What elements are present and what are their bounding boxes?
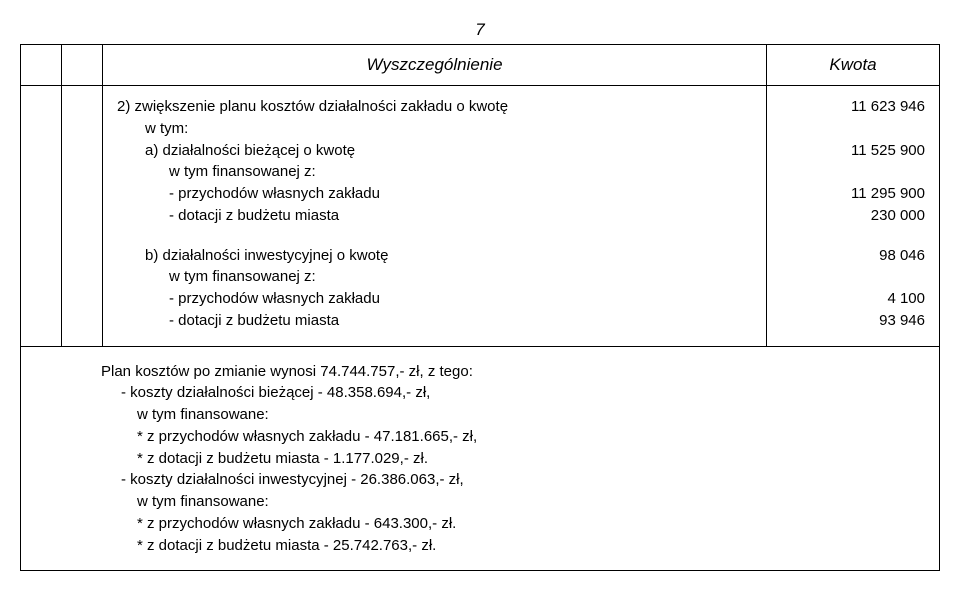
sec2-title: 2) zwiększenie planu kosztów działalnośc… <box>117 96 752 118</box>
plan-l6: - koszty działalności inwestycyjnej - 26… <box>101 469 925 491</box>
header-stub-2 <box>62 45 103 86</box>
spacer-2 <box>781 227 925 245</box>
document-page: 7 Wyszczególnienie Kwota 2) zwiększenie … <box>20 20 940 571</box>
sec2-b-label: b) działalności inwestycyjnej o kwotę <box>117 245 752 267</box>
sec2-b-dot-amount: 93 946 <box>781 310 925 332</box>
sec2-title-amount: 11 623 946 <box>781 96 925 118</box>
header-stub-1 <box>21 45 62 86</box>
header-amount: Kwota <box>767 45 940 86</box>
content-stub-2 <box>62 86 103 347</box>
plan-l7: w tym finansowane: <box>101 491 925 513</box>
plan-l8: * z przychodów własnych zakładu - 643.30… <box>101 513 925 535</box>
table-header-row: Wyszczególnienie Kwota <box>21 45 940 86</box>
sec2-a-amount: 11 525 900 <box>781 140 925 162</box>
amount-blank-1 <box>781 118 925 140</box>
sec2-a-label: a) działalności bieżącej o kwotę <box>117 140 752 162</box>
plan-l4: * z przychodów własnych zakładu - 47.181… <box>101 426 925 448</box>
main-table: Wyszczególnienie Kwota 2) zwiększenie pl… <box>20 44 940 347</box>
page-number: 7 <box>20 20 940 40</box>
spacer-1 <box>117 227 752 245</box>
sec2-wtym: w tym: <box>117 118 752 140</box>
sec2-b-przych-amount: 4 100 <box>781 288 925 310</box>
content-row: 2) zwiększenie planu kosztów działalnośc… <box>21 86 940 347</box>
sec2-a-przych: - przychodów własnych zakładu <box>117 183 752 205</box>
sec2-b-fin: w tym finansowanej z: <box>117 266 752 288</box>
plan-block: Plan kosztów po zmianie wynosi 74.744.75… <box>20 347 940 572</box>
sec2-a-dot: - dotacji z budżetu miasta <box>117 205 752 227</box>
sec2-a-przych-amount: 11 295 900 <box>781 183 925 205</box>
plan-l2: - koszty działalności bieżącej - 48.358.… <box>101 382 925 404</box>
sec2-a-dot-amount: 230 000 <box>781 205 925 227</box>
plan-l9: * z dotacji z budżetu miasta - 25.742.76… <box>101 535 925 557</box>
plan-l3: w tym finansowane: <box>101 404 925 426</box>
amount-blank-3 <box>781 266 925 288</box>
content-desc-cell: 2) zwiększenie planu kosztów działalnośc… <box>103 86 767 347</box>
content-stub-1 <box>21 86 62 347</box>
header-desc: Wyszczególnienie <box>103 45 767 86</box>
plan-l5: * z dotacji z budżetu miasta - 1.177.029… <box>101 448 925 470</box>
sec2-b-przych: - przychodów własnych zakładu <box>117 288 752 310</box>
sec2-b-amount: 98 046 <box>781 245 925 267</box>
sec2-a-fin: w tym finansowanej z: <box>117 161 752 183</box>
sec2-b-dot: - dotacji z budżetu miasta <box>117 310 752 332</box>
plan-l1: Plan kosztów po zmianie wynosi 74.744.75… <box>101 361 925 383</box>
amount-blank-2 <box>781 161 925 183</box>
content-amount-cell: 11 623 946 11 525 900 11 295 900 230 000… <box>767 86 940 347</box>
